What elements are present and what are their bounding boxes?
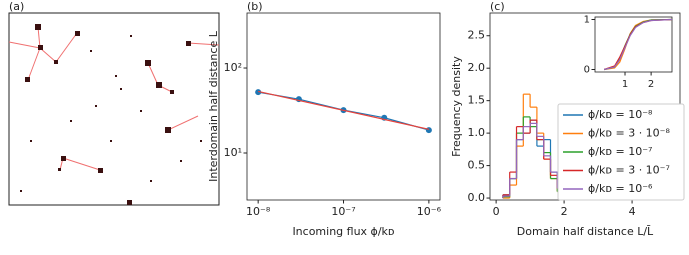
link bbox=[187, 42, 220, 46]
domain bbox=[145, 60, 151, 66]
domain bbox=[70, 120, 72, 122]
link bbox=[55, 32, 78, 63]
y-tick-label: 1.5 bbox=[468, 94, 486, 107]
domain bbox=[95, 105, 97, 107]
domain-image bbox=[8, 12, 220, 206]
y-tick-label: 1 bbox=[584, 15, 590, 26]
legend-box bbox=[557, 103, 685, 201]
x-tick-label: 1 bbox=[622, 79, 628, 90]
x-tick-label: 2 bbox=[561, 205, 568, 218]
domain bbox=[58, 168, 61, 171]
series-line bbox=[603, 18, 673, 71]
y-tick-label: 0.0 bbox=[468, 191, 486, 204]
point bbox=[425, 127, 432, 134]
domain bbox=[200, 140, 202, 142]
x-tick-label: 4 bbox=[629, 205, 636, 218]
link bbox=[39, 47, 57, 63]
domain bbox=[165, 127, 171, 133]
domain bbox=[115, 75, 117, 77]
series-line bbox=[604, 18, 673, 71]
domain bbox=[150, 180, 152, 182]
image-frame bbox=[8, 12, 220, 206]
x-axis-label: Domain half distance L/L̄ bbox=[517, 225, 654, 238]
legend-label: ϕ/kᴅ = 3 · 10⁻⁷ bbox=[588, 164, 670, 177]
y-tick-label: 2.5 bbox=[468, 29, 486, 42]
x-tick-label: 10⁻⁷ bbox=[331, 205, 355, 218]
domain bbox=[156, 82, 162, 88]
panel-label: (b) bbox=[247, 0, 263, 13]
domain bbox=[186, 41, 191, 46]
x-tick-label: 10⁻⁶ bbox=[417, 205, 442, 218]
legend-label: ϕ/kᴅ = 10⁻⁶ bbox=[588, 182, 653, 195]
x-axis-label: Incoming flux ϕ/kᴅ bbox=[292, 225, 394, 238]
series-line bbox=[258, 90, 430, 130]
legend-label: ϕ/kᴅ = 3 · 10⁻⁸ bbox=[588, 127, 670, 140]
legend-label: ϕ/kᴅ = 10⁻⁸ bbox=[588, 108, 653, 121]
domain bbox=[35, 24, 41, 30]
y-axis-label: Interdomain half distance L bbox=[207, 30, 220, 182]
domain bbox=[140, 110, 142, 112]
domain bbox=[180, 160, 182, 162]
x-tick-label: 2 bbox=[648, 79, 654, 90]
link bbox=[167, 115, 199, 131]
domain bbox=[30, 140, 32, 142]
point bbox=[255, 89, 262, 96]
domain bbox=[20, 190, 22, 192]
domain bbox=[110, 140, 112, 142]
link bbox=[27, 47, 41, 81]
series-line bbox=[603, 18, 673, 71]
panel-label: (c) bbox=[490, 0, 505, 13]
panel-label: (a) bbox=[9, 0, 24, 13]
domain bbox=[127, 200, 132, 205]
domain bbox=[54, 60, 58, 64]
series-line bbox=[603, 18, 673, 71]
domain bbox=[120, 88, 122, 90]
links bbox=[8, 26, 220, 171]
y-tick-label: 10² bbox=[224, 61, 242, 74]
domain bbox=[90, 50, 92, 52]
domain bbox=[75, 31, 80, 36]
domain bbox=[25, 77, 30, 82]
link bbox=[8, 41, 41, 49]
y-tick-label: 0.5 bbox=[468, 159, 486, 172]
domain bbox=[170, 90, 174, 94]
plot-frame bbox=[246, 12, 441, 201]
domain bbox=[61, 156, 66, 161]
legend-label: ϕ/kᴅ = 10⁻⁷ bbox=[588, 145, 652, 158]
y-axis-label: Frequency density bbox=[450, 56, 463, 157]
domains bbox=[20, 24, 202, 205]
link bbox=[62, 157, 101, 171]
domain bbox=[130, 35, 132, 37]
link bbox=[147, 62, 159, 86]
domain bbox=[38, 45, 43, 50]
y-tick-label: 10¹ bbox=[224, 146, 242, 159]
x-tick-label: 10⁻⁸ bbox=[246, 205, 271, 218]
y-tick-label: 2.0 bbox=[468, 61, 486, 74]
y-tick-label: 1.0 bbox=[468, 126, 486, 139]
plot-frame bbox=[594, 16, 673, 73]
x-tick-label: 0 bbox=[493, 205, 500, 218]
y-tick-label: 0 bbox=[584, 65, 590, 76]
series-line bbox=[603, 18, 673, 71]
domain bbox=[98, 168, 103, 173]
link bbox=[37, 26, 41, 49]
